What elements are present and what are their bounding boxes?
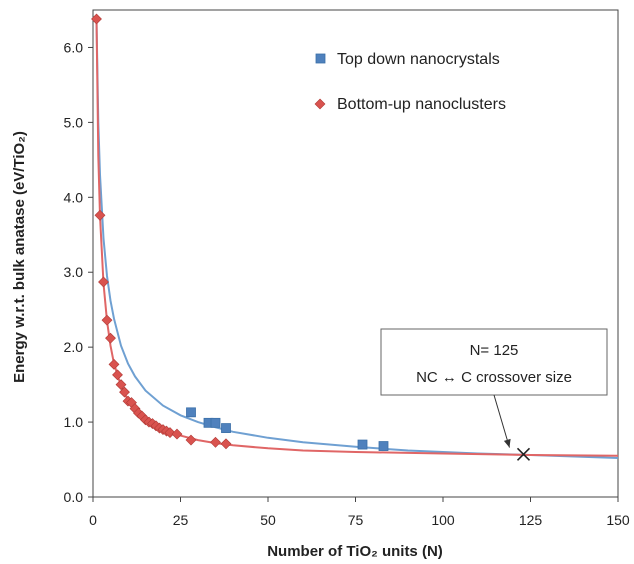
- data-point-bottom-up: [115, 379, 127, 391]
- y-tick-label: 5.0: [64, 114, 84, 130]
- annotation-arrow-head: [503, 438, 511, 448]
- data-point-bottom-up: [171, 428, 183, 440]
- x-tick-label: 0: [89, 512, 97, 528]
- data-point-top-down: [221, 423, 231, 433]
- annotation-line-2: NC ↔ C crossover size: [416, 369, 572, 386]
- y-tick-label: 6.0: [64, 39, 84, 55]
- y-axis-ticks: 0.0 1.0 2.0 3.0 4.0 5.0 6.0: [64, 39, 93, 505]
- y-tick-label: 3.0: [64, 264, 84, 280]
- data-markers: [91, 13, 389, 451]
- annotation-box: [380, 328, 608, 396]
- x-axis-ticks: 0 25 50 75 100 125 150: [89, 497, 630, 528]
- data-point-top-down: [186, 407, 196, 418]
- annotation-arrow-line: [493, 394, 510, 448]
- x-tick-label: 150: [606, 512, 630, 528]
- fit-curve-top-down: [95, 18, 619, 459]
- data-point-bottom-up: [98, 276, 109, 288]
- x-tick-label: 50: [260, 512, 276, 528]
- data-point-top-down: [378, 441, 389, 451]
- legend: Top down nanocrystals Bottom-up nanoclus…: [314, 51, 506, 113]
- y-tick-label: 4.0: [64, 189, 84, 205]
- data-point-bottom-up: [185, 434, 197, 446]
- data-point-bottom-up: [91, 13, 102, 25]
- x-axis-title: Number of TiO₂ units (N): [267, 543, 443, 560]
- data-point-bottom-up: [164, 427, 176, 438]
- data-point-top-down: [210, 417, 221, 428]
- data-point-bottom-up: [119, 386, 130, 398]
- crossover-x-stroke: [516, 447, 531, 461]
- legend-diamond-marker: [314, 98, 326, 110]
- data-point-bottom-up: [101, 314, 113, 326]
- data-point-bottom-up: [220, 438, 232, 450]
- y-tick-label: 1.0: [64, 414, 84, 430]
- y-tick-label: 2.0: [64, 339, 84, 355]
- y-axis-title: Energy w.r.t. bulk anatase (eV/TiO₂): [11, 131, 28, 383]
- x-tick-label: 100: [431, 512, 455, 528]
- x-tick-label: 25: [173, 512, 189, 528]
- data-point-bottom-up: [112, 369, 123, 381]
- data-point-bottom-up: [108, 358, 120, 370]
- x-tick-label: 75: [348, 512, 364, 528]
- y-tick-label: 0.0: [64, 489, 84, 505]
- legend-label-bottom-up: Bottom-up nanoclusters: [337, 96, 506, 113]
- crossover-x-marker: [516, 447, 531, 461]
- data-point-bottom-up: [105, 332, 116, 344]
- x-tick-label: 125: [519, 512, 543, 528]
- data-point-bottom-up: [210, 436, 221, 448]
- crossover-annotation: N= 125 NC ↔ C crossover size: [380, 328, 608, 448]
- data-point-bottom-up: [94, 209, 106, 221]
- legend-label-top-down: Top down nanocrystals: [337, 51, 500, 68]
- data-point-top-down: [357, 439, 368, 450]
- legend-square-marker: [315, 53, 326, 64]
- annotation-line-1: N= 125: [470, 342, 519, 359]
